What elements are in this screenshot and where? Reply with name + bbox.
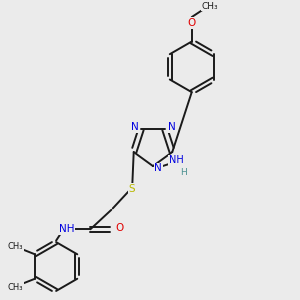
Text: N: N: [168, 122, 175, 132]
Text: NH: NH: [59, 224, 74, 234]
Text: O: O: [115, 223, 123, 233]
Text: O: O: [188, 18, 196, 28]
Text: CH₃: CH₃: [8, 283, 23, 292]
Text: CH₃: CH₃: [201, 2, 218, 11]
Text: N: N: [154, 164, 162, 173]
Text: N: N: [131, 122, 139, 132]
Text: H: H: [180, 168, 187, 177]
Text: S: S: [129, 184, 135, 194]
Text: NH: NH: [169, 155, 183, 165]
Text: CH₃: CH₃: [8, 242, 23, 251]
